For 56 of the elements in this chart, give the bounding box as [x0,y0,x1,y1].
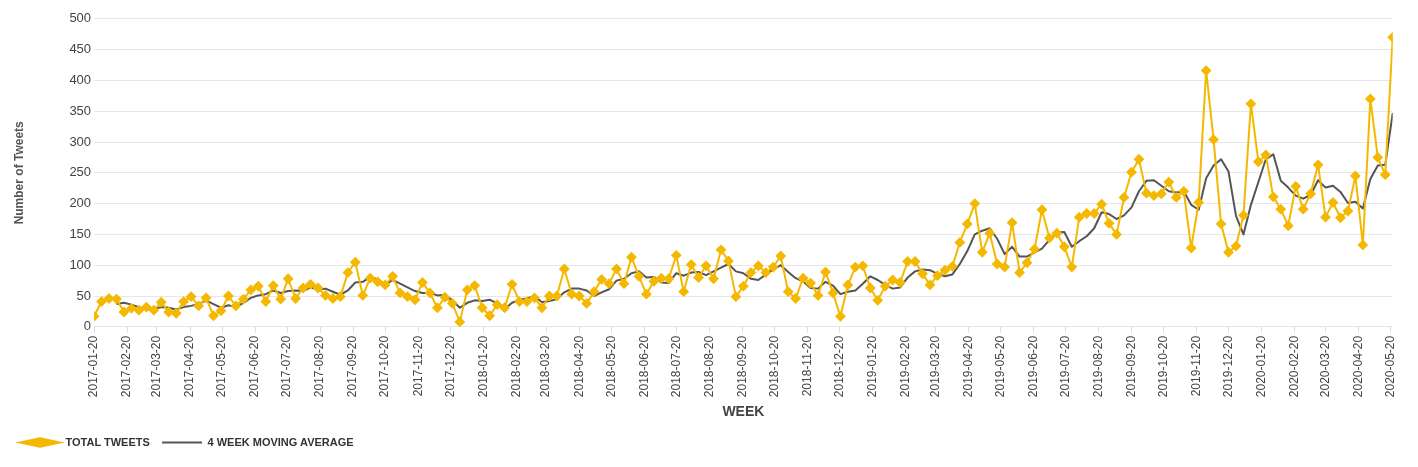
x-tick-label: 2019-08-20 [1090,335,1105,398]
y-tick-label: 300 [69,133,92,149]
x-tick-label: 2017-01-20 [86,335,101,398]
x-tick-label: 2018-09-20 [734,335,749,398]
x-tick-label: 2019-02-20 [897,335,912,398]
x-tick-label: 2017-05-20 [214,335,229,398]
x-tick-label: 2020-04-20 [1350,335,1365,398]
x-tick-label: 2020-01-20 [1253,335,1268,398]
x-tick-label: 2019-01-20 [864,335,879,398]
x-tick-label: 2019-03-20 [927,335,942,398]
y-tick-label: 450 [69,41,92,57]
x-tick-label: 2017-07-20 [279,335,294,398]
y-tick-label: 250 [69,164,92,180]
legend-label: TOTAL TWEETS [65,435,150,448]
legend-label: 4 WEEK MOVING AVERAGE [207,435,354,448]
y-tick-label: 150 [69,225,92,241]
x-tick-label: 2017-10-20 [377,335,392,398]
x-tick-label: 2018-04-20 [571,335,586,398]
y-tick-label: 400 [69,71,92,87]
x-tick-label: 2017-06-20 [247,335,262,398]
x-tick-label: 2017-08-20 [312,335,327,398]
y-tick-label: 350 [69,102,92,118]
x-tick-label: 2019-07-20 [1057,335,1072,398]
x-tick-label: 2017-04-20 [182,335,197,398]
y-tick-label: 0 [83,318,92,334]
x-tick-label: 2017-09-20 [345,335,360,398]
y-tick-label: 200 [69,195,92,211]
x-tick-label: 2017-02-20 [119,335,134,398]
y-tick-label: 50 [76,287,92,303]
x-tick-label: 2019-05-20 [992,335,1007,398]
x-tick-label: 2019-10-20 [1155,335,1170,398]
x-tick-label: 2018-10-20 [766,335,781,398]
x-tick-label: 2018-07-20 [668,335,683,398]
x-tick-label: 2020-05-20 [1382,335,1397,398]
x-tick-label: 2019-12-20 [1220,335,1235,398]
x-tick-label: 2020-02-20 [1286,335,1301,398]
x-tick-label: 2019-11-20 [1188,335,1203,397]
x-tick-label: 2018-03-20 [538,335,553,398]
x-tick-label: 2018-08-20 [701,335,716,398]
x-tick-label: 2018-06-20 [636,335,651,398]
x-tick-label: 2018-12-20 [831,335,846,398]
y-tick-label: 500 [69,10,92,26]
x-tick-label: 2018-11-20 [799,335,814,397]
x-tick-label: 2018-01-20 [475,335,490,398]
x-tick-label: 2019-04-20 [960,335,975,398]
x-axis-title: WEEK [722,403,765,420]
x-tick-label: 2019-06-20 [1025,335,1040,398]
x-tick-label: 2020-03-20 [1317,335,1332,398]
y-tick-label: 100 [69,256,92,272]
x-tick-label: 2017-03-20 [149,335,164,398]
x-tick-label: 2019-09-20 [1123,335,1138,398]
x-tick-label: 2017-11-20 [410,335,425,397]
x-tick-label: 2018-02-20 [508,335,523,398]
x-tick-label: 2017-12-20 [442,335,457,398]
y-axis-title: Number of Tweets [11,120,26,225]
x-tick-label: 2018-05-20 [603,335,618,398]
